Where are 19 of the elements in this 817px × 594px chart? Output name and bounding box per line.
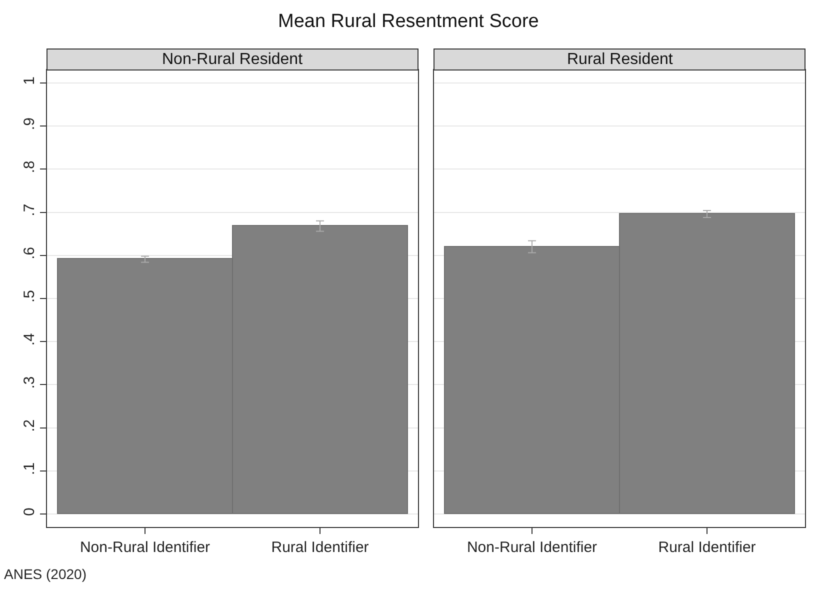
- y-tick-label: 0: [21, 508, 38, 516]
- y-tick-label: 1: [21, 76, 38, 85]
- chart-title: Mean Rural Resentment Score: [278, 11, 539, 32]
- chart-subtitle: Rural Resident: [567, 51, 674, 68]
- y-tick-label: .9: [21, 118, 38, 130]
- x-tick-label: Rural Identifier: [658, 539, 756, 556]
- x-tick-label: Rural Identifier: [271, 539, 369, 556]
- text: ANES (2020): [4, 566, 86, 582]
- y-tick-label: .6: [21, 246, 38, 260]
- x-tick-label: Non-Rural Identifier: [80, 539, 210, 556]
- y-tick-label: .1: [21, 462, 38, 475]
- y-tick-label: .3: [21, 376, 38, 389]
- y-tick-label: .8: [21, 160, 38, 174]
- x-tick-label: Non-Rural Identifier: [466, 539, 598, 556]
- y-tick-label: .2: [21, 419, 38, 432]
- chart-subtitle: Non-Rural Resident: [162, 51, 304, 68]
- y-tick-label: .5: [21, 290, 38, 303]
- y-tick-label: .4: [21, 333, 38, 346]
- y-tick-label: .7: [21, 204, 38, 216]
